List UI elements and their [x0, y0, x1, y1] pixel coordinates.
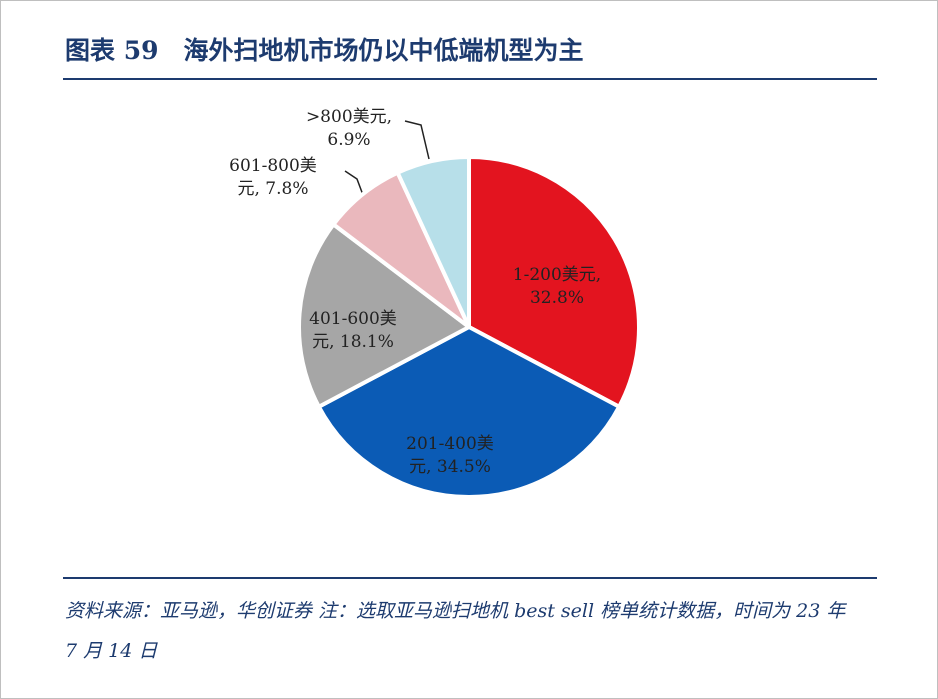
leader-line [344, 170, 364, 196]
pie-slice [467, 155, 641, 409]
data-label: 601-800美元, 7.8% [229, 156, 317, 199]
pie-slice [297, 222, 471, 409]
data-label: >800美元, 6.9% [305, 107, 393, 150]
pie-slice [316, 325, 622, 499]
leader-line [404, 120, 430, 160]
data-label: 1-200美元, 32.8% [512, 265, 602, 308]
data-label: 201-400美元, 34.5% [406, 434, 494, 477]
pie-slice [395, 155, 471, 329]
data-label: 401-600美元, 18.1% [309, 309, 397, 352]
title-rule [63, 78, 877, 80]
source-note: 资料来源：亚马逊，华创证券 注：选取亚马逊扫地机 best sell 榜单统计数… [65, 600, 846, 662]
source-rule [63, 577, 877, 579]
chart-title: 图表 59 海外扫地机市场仍以中低端机型为主 [65, 36, 584, 65]
